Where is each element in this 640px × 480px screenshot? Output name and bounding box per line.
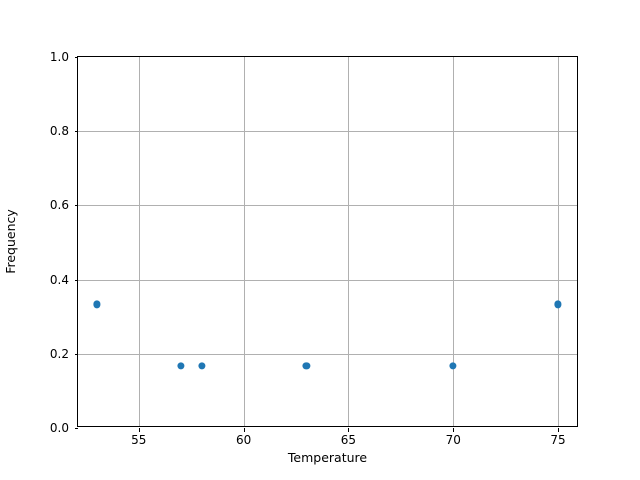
plot-surface <box>78 57 577 426</box>
y-tick-mark <box>74 57 78 58</box>
x-tick-mark <box>453 428 455 432</box>
y-tick-mark <box>74 131 78 133</box>
scatter-point <box>93 300 101 309</box>
x-tick-label: 55 <box>131 433 147 447</box>
y-tick-label: 0.4 <box>49 272 69 287</box>
y-gridline <box>78 205 577 207</box>
y-tick-label: 1.0 <box>49 50 69 64</box>
scatter-point <box>554 300 562 309</box>
y-tick-label: 0.8 <box>49 124 69 139</box>
x-gridline <box>138 57 140 426</box>
x-tick-label: 60 <box>235 433 252 447</box>
x-tick-label: 70 <box>445 433 461 447</box>
plot-axes: 55 60 65 70 75 0.0 0.2 0.4 0.6 0.8 1.0 <box>50 50 578 447</box>
x-gridline <box>348 57 350 426</box>
y-tick-mark <box>74 428 78 429</box>
scatter-point <box>198 362 206 370</box>
y-gridline <box>78 279 577 281</box>
x-gridline <box>558 57 560 426</box>
scatter-point <box>177 362 185 370</box>
x-tick-label: 65 <box>340 433 357 447</box>
y-tick-label: 0.6 <box>49 198 69 213</box>
x-axis-label: Temperature <box>287 450 368 465</box>
y-gridline <box>78 353 577 355</box>
y-axis-label: Frequency <box>0 56 20 427</box>
y-gridline <box>78 131 577 133</box>
x-gridline <box>453 57 455 426</box>
x-tick-mark <box>348 428 350 432</box>
y-tick-label: 0.2 <box>49 346 69 361</box>
x-tick-mark <box>558 428 560 432</box>
y-tick-mark <box>74 279 78 281</box>
x-tick-label: 75 <box>550 433 566 447</box>
y-axis-label-text: Frequency <box>2 209 18 274</box>
scatter-point <box>302 362 311 370</box>
y-tick-mark <box>74 353 78 355</box>
x-tick-mark <box>243 428 245 432</box>
x-tick-mark <box>138 428 140 432</box>
x-gridline <box>243 57 245 426</box>
y-tick-mark <box>74 205 78 207</box>
y-tick-label: 0.0 <box>49 421 69 435</box>
scatter-point <box>449 362 457 370</box>
